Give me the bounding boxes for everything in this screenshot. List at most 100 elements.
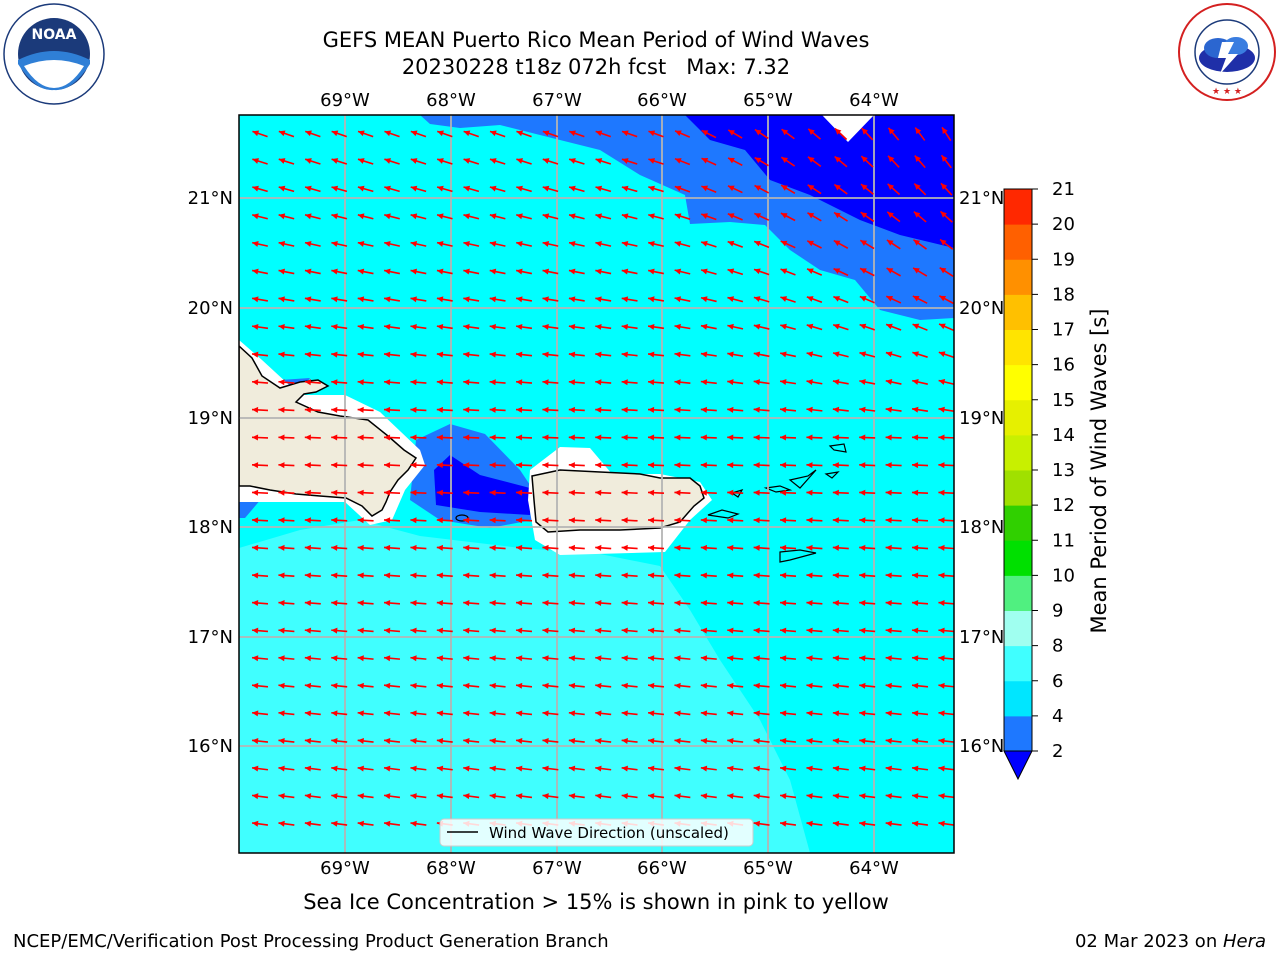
direction-arrowhead	[304, 351, 312, 358]
direction-arrowhead	[384, 351, 391, 358]
direction-arrowhead	[437, 158, 444, 164]
direction-arrowhead	[754, 240, 761, 247]
direction-arrowhead	[331, 351, 338, 358]
direction-arrowhead	[727, 434, 734, 441]
direction-arrowhead	[648, 213, 655, 220]
direction-arrowhead	[727, 351, 734, 358]
direction-arrowhead	[542, 489, 549, 496]
direction-arrowhead	[542, 517, 549, 524]
direction-arrowhead	[331, 793, 338, 800]
direction-arrowhead	[489, 268, 497, 275]
direction-arrowhead	[278, 737, 285, 744]
direction-arrowhead	[913, 211, 921, 218]
direction-arrowhead	[489, 185, 497, 192]
direction-arrowhead	[807, 156, 815, 163]
direction-arrowhead	[912, 544, 919, 551]
sea-ice-note: Sea Ice Concentration > 15% is shown in …	[303, 890, 889, 914]
direction-arrowhead	[463, 600, 470, 607]
direction-arrowhead	[753, 820, 761, 827]
direction-arrowhead	[648, 241, 655, 247]
direction-arrowhead	[463, 323, 470, 330]
direction-arrowhead	[595, 213, 603, 220]
direction-arrowhead	[674, 268, 682, 275]
direction-arrowhead	[753, 406, 760, 413]
direction-arrowhead	[331, 655, 338, 662]
map-frame	[238, 114, 955, 854]
direction-arrowhead	[753, 434, 760, 441]
direction-arrowhead	[595, 406, 602, 413]
direction-arrowhead	[436, 793, 444, 800]
direction-arrowhead	[384, 710, 391, 717]
direction-arrowhead	[859, 820, 866, 827]
direction-arrowhead	[410, 544, 417, 551]
direction-arrowhead	[357, 296, 365, 303]
direction-arrowhead	[410, 600, 417, 607]
direction-arrowhead	[357, 737, 364, 744]
direction-arrowhead	[410, 627, 417, 634]
direction-arrowhead	[806, 406, 813, 413]
direction-arrowhead	[489, 655, 496, 662]
mona-passage-below-2	[434, 455, 530, 515]
direction-arrowhead	[568, 655, 576, 662]
direction-arrowhead	[331, 710, 338, 717]
colorbar-tick-label: 15	[1052, 390, 1075, 411]
direction-arrowhead	[728, 129, 735, 136]
colorbar-segment	[1004, 540, 1032, 576]
direction-arrowhead	[357, 268, 365, 275]
direction-arrowhead	[463, 572, 470, 579]
direction-arrowhead	[700, 351, 708, 358]
direction-arrowhead	[780, 240, 788, 247]
direction-arrowhead	[833, 323, 840, 330]
direction-arrowhead	[940, 239, 947, 246]
direction-arrowhead	[885, 737, 892, 744]
direction-arrowhead	[304, 737, 312, 744]
direction-arrowhead	[489, 406, 496, 413]
direction-arrowhead	[436, 765, 444, 772]
direction-arrowhead	[806, 600, 813, 607]
direction-arrowhead	[278, 185, 286, 192]
direction-arrowhead	[463, 406, 470, 413]
direction-arrowhead	[278, 655, 285, 662]
direction-arrowhead	[410, 572, 417, 579]
colorbar-tick-label: 4	[1052, 706, 1063, 727]
bottom-longitude-labels: 69°W 68°W 67°W 66°W 65°W 64°W	[320, 858, 899, 879]
footer-right: 02 Mar 2023 on Hera	[1075, 931, 1266, 952]
direction-arrowhead	[700, 544, 707, 551]
direction-arrowhead	[357, 793, 364, 800]
noaa-logo: NOAA	[2, 2, 106, 106]
direction-arrowhead	[912, 710, 919, 717]
lon-label: 67°W	[532, 858, 582, 879]
direction-arrowhead	[806, 710, 813, 717]
direction-arrowhead	[252, 655, 259, 662]
direction-arrowhead	[489, 462, 496, 469]
direction-arrowhead	[304, 379, 312, 386]
direction-arrowhead	[727, 462, 734, 469]
direction-arrowhead	[912, 572, 919, 579]
direction-arrowhead	[331, 130, 339, 137]
direction-arrowhead	[780, 600, 787, 607]
direction-arrowhead	[700, 323, 708, 330]
direction-arrowhead	[542, 158, 550, 164]
direction-arrowhead	[595, 710, 602, 717]
direction-arrowhead	[621, 158, 629, 164]
direction-arrowhead	[252, 241, 259, 247]
direction-arrowhead	[384, 323, 391, 330]
direction-arrowhead	[727, 296, 735, 302]
direction-arrowhead	[674, 323, 681, 330]
direction-arrowhead	[700, 627, 708, 634]
direction-arrowhead	[700, 489, 707, 496]
direction-arrowhead	[859, 517, 866, 524]
direction-arrowhead	[753, 323, 761, 330]
direction-arrowhead	[674, 655, 681, 662]
direction-arrowhead	[753, 351, 761, 358]
direction-arrowhead	[489, 213, 497, 220]
direction-arrowhead	[806, 627, 813, 634]
lat-label: 16°N	[959, 736, 1004, 757]
direction-arrowhead	[357, 655, 364, 662]
direction-arrowhead	[516, 158, 523, 164]
direction-arrowhead	[542, 130, 550, 137]
direction-arrowhead	[938, 793, 945, 800]
direction-arrowhead	[912, 793, 919, 800]
direction-arrowhead	[674, 793, 681, 800]
direction-arrowhead	[621, 517, 628, 524]
